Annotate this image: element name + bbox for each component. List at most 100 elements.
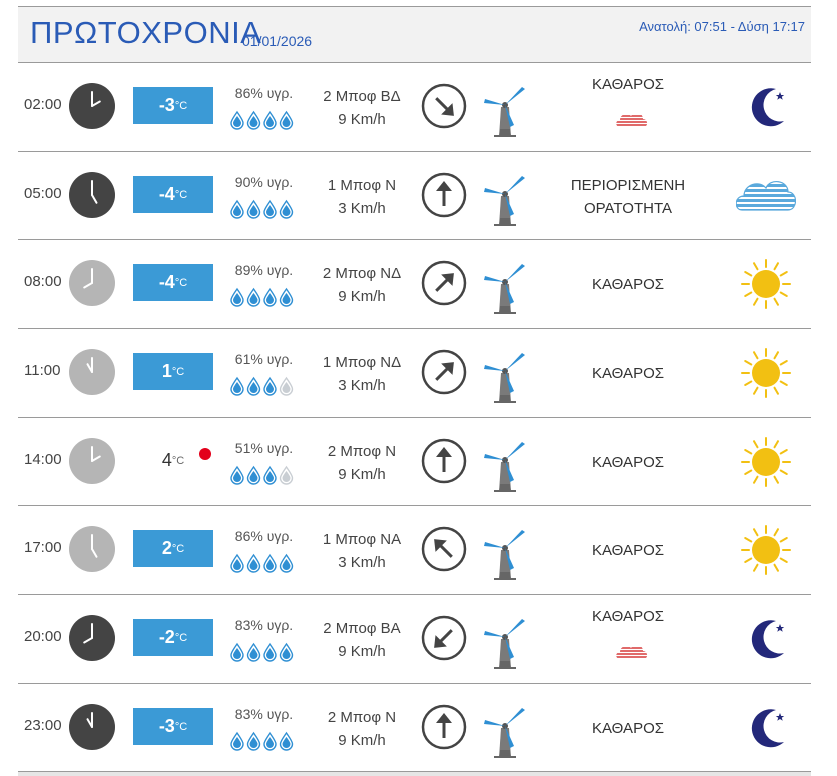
humidity-drops-icon <box>229 731 295 751</box>
wind-info: 1 Μποφ Ν 3 Km/h <box>310 174 414 220</box>
hour-label: 17:00 <box>24 539 62 557</box>
condition-label: ΚΑΘΑΡΟΣ <box>558 605 698 628</box>
condition-text: ΠΕΡΙΟΡΙΣΜΕΝΗ <box>570 176 686 194</box>
sun-icon <box>736 432 796 492</box>
wind-info: 2 Μποφ Ν 9 Km/h <box>310 706 414 752</box>
wind-info: 1 Μποφ ΝΑ 3 Km/h <box>310 528 414 574</box>
humidity-label: 83% υγρ. <box>234 705 294 722</box>
wind-force: 2 Μποφ ΝΔ <box>322 265 402 283</box>
moon-icon <box>736 609 796 669</box>
condition-label: ΚΑΘΑΡΟΣ <box>558 73 698 96</box>
wind-info: 2 Μποφ ΒΔ 9 Km/h <box>310 85 414 131</box>
humidity-drops-icon <box>229 376 295 396</box>
wind-speed: 9 Km/h <box>338 731 386 749</box>
clock-icon <box>69 83 115 129</box>
clock-icon <box>69 437 115 484</box>
fog-cloud-icon <box>735 166 797 226</box>
wind-turbine-icon <box>482 347 528 404</box>
temperature-unit: °C <box>174 100 188 112</box>
wind-direction-arrow-icon <box>421 172 467 218</box>
humidity-label: 61% υγρ. <box>234 351 294 368</box>
wind-force: 2 Μποφ Ν <box>327 442 397 460</box>
temperature-unit: °C <box>171 366 185 379</box>
temperature: -4°C <box>133 175 213 213</box>
clock-icon <box>69 703 115 750</box>
condition-label: ΚΑΘΑΡΟΣ <box>558 451 698 474</box>
forecast-row: 23:00 -3°C 83% υγρ. 2 Μποφ Ν 9 Km/h ΚΑΘΑΡΟ… <box>18 682 811 772</box>
hour-label: 14:00 <box>24 450 62 468</box>
condition-label: ΚΑΘΑΡΟΣ <box>558 539 698 562</box>
wind-turbine-icon <box>482 258 528 315</box>
humidity-label: 89% υγρ. <box>234 262 294 279</box>
temperature: 1°C <box>133 353 213 391</box>
wind-force: 1 Μποφ Ν <box>327 176 397 194</box>
wind-direction-arrow-icon <box>421 83 467 129</box>
condition-text: ΚΑΘΑΡΟΣ <box>591 453 665 471</box>
temperature: 2°C <box>133 530 213 568</box>
forecast-header: ΠΡΩΤΟΧΡΟΝΙΑ 01/01/2026 Ανατολή: 07:51 - … <box>18 6 811 62</box>
wind-force: 2 Μποφ ΒΔ <box>323 88 401 105</box>
wind-turbine-icon <box>482 170 528 226</box>
humidity-label: 86% υγρ. <box>234 528 294 545</box>
wind-force: 1 Μποφ ΝΑ <box>322 531 402 549</box>
humidity-drops-icon <box>229 553 295 574</box>
alert-dot-icon <box>199 447 211 460</box>
clock-icon <box>69 260 115 307</box>
temperature: -3°C <box>133 707 213 745</box>
footer-bar <box>18 772 811 776</box>
forecast-row: 20:00 -2°C 83% υγρ. 2 Μποφ ΒΑ 9 Km/h ΚΑΘΑΡ… <box>18 594 811 683</box>
condition-text: ΚΑΘΑΡΟΣ <box>591 76 665 93</box>
small-cloud-icon <box>615 109 649 129</box>
condition-label: ΚΑΘΑΡΟΣ <box>558 362 698 385</box>
humidity-label: 51% υγρ. <box>234 439 294 456</box>
temperature-value: -4 <box>158 183 175 204</box>
forecast-row: 17:00 2°C 86% υγρ. 1 Μποφ ΝΑ 3 Km/h ΚΑΘΑΡΟ… <box>18 505 811 594</box>
clock-icon <box>69 349 115 396</box>
wind-info: 2 Μποφ ΒΑ 9 Km/h <box>310 617 414 663</box>
wind-direction-arrow-icon <box>421 438 467 484</box>
hour-label: 23:00 <box>24 716 62 734</box>
wind-speed: 9 Km/h <box>338 111 386 128</box>
humidity-drops-icon <box>229 110 295 130</box>
temperature-unit: °C <box>174 188 188 201</box>
condition-label: ΠΕΡΙΟΡΙΣΜΕΝΗ ΟΡΑΤΟΤΗΤΑ <box>558 174 698 220</box>
moon-icon <box>736 77 796 137</box>
wind-direction-arrow-icon <box>421 704 467 750</box>
temperature-unit: °C <box>174 632 188 645</box>
humidity-label: 83% υγρ. <box>234 617 294 634</box>
wind-info: 2 Μποφ Ν 9 Km/h <box>310 440 414 486</box>
small-cloud-icon <box>615 641 649 661</box>
hour-label: 11:00 <box>24 362 61 380</box>
wind-force: 2 Μποφ ΒΑ <box>323 620 401 638</box>
hour-label: 08:00 <box>24 273 62 291</box>
temperature-unit: °C <box>174 720 188 733</box>
sunrise-sunset: Ανατολή: 07:51 - Δύση 17:17 <box>639 19 805 34</box>
page-title: ΠΡΩΤΟΧΡΟΝΙΑ <box>30 15 262 50</box>
condition-text-2: ΟΡΑΤΟΤΗΤΑ <box>583 199 673 217</box>
wind-turbine-icon <box>482 524 528 581</box>
hour-label: 05:00 <box>24 184 62 202</box>
wind-speed: 9 Km/h <box>338 288 386 306</box>
clock-icon <box>69 171 115 218</box>
wind-direction-arrow-icon <box>421 615 467 661</box>
condition-text: ΚΑΘΑΡΟΣ <box>591 542 665 560</box>
forecast-date: 01/01/2026 <box>242 33 313 49</box>
wind-force: 1 Μποφ ΝΔ <box>322 354 402 372</box>
forecast-row: 05:00 -4°C 90% υγρ. 1 Μποφ Ν 3 Km/h ΠΕΡΙΟΡ… <box>18 150 811 240</box>
forecast-row: 14:00 4°C 51% υγρ. 2 Μποφ Ν 9 Km/h ΚΑΘΑΡΟΣ <box>18 416 811 506</box>
wind-turbine-icon <box>482 613 528 670</box>
clock-icon <box>69 526 115 573</box>
wind-speed: 3 Km/h <box>338 377 386 395</box>
temperature-value: -2 <box>158 627 175 648</box>
condition-text: ΚΑΘΑΡΟΣ <box>591 608 665 626</box>
humidity-drops-icon <box>229 199 295 219</box>
wind-direction-arrow-icon <box>421 526 467 572</box>
wind-direction-arrow-icon <box>421 349 467 395</box>
condition-text: ΚΑΘΑΡΟΣ <box>591 365 665 383</box>
temperature: -4°C <box>133 264 213 302</box>
forecast-row: 11:00 1°C 61% υγρ. 1 Μποφ ΝΔ 3 Km/h ΚΑΘΑΡΟ… <box>18 328 811 417</box>
hour-label: 20:00 <box>24 628 62 646</box>
wind-turbine-icon <box>482 81 528 137</box>
condition-label: ΚΑΘΑΡΟΣ <box>558 717 698 740</box>
temperature: -3°C <box>133 87 213 124</box>
